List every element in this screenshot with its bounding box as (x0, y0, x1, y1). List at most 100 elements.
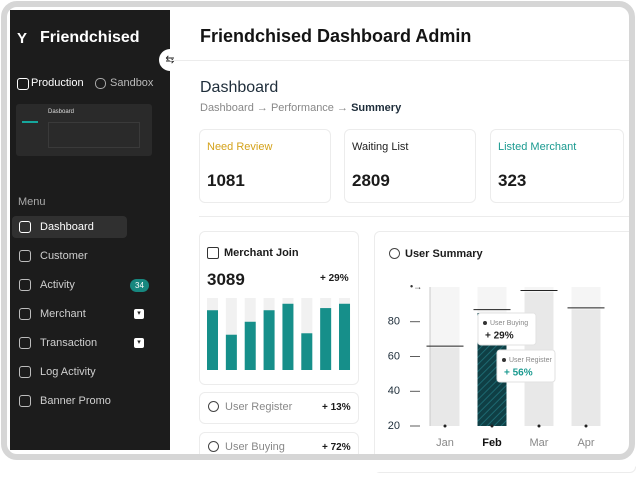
stat-card (490, 129, 624, 203)
menu-item[interactable]: Transaction (12, 332, 127, 354)
menu-item[interactable]: Banner Promo (12, 390, 127, 412)
preview-title: Dasboard (48, 109, 75, 115)
menu-text: Customer (40, 250, 88, 262)
mini-stat-change: + 72% (322, 442, 351, 453)
bar (282, 303, 294, 370)
menu-item[interactable]: Merchant (12, 303, 127, 325)
breadcrumb: Dashboard → Performance → Summery (200, 102, 402, 114)
menu-text: Dashboard (40, 221, 94, 233)
y-tick-label: 40 (388, 385, 400, 397)
card-title: Merchant Join (224, 247, 299, 259)
mini-stat-card (199, 392, 359, 424)
total: 3089 (207, 270, 245, 289)
x-tick-label: Feb (482, 437, 502, 449)
dot (443, 424, 447, 428)
badge: 34 (130, 279, 149, 292)
x-tick-label: Mar (530, 437, 549, 449)
charts: •→ 20 40 60 80 Jan Feb Mar Apr User Buying + 29% Us… (207, 281, 605, 449)
tab-icon (95, 78, 106, 89)
stat-value: 2809 (352, 171, 390, 190)
icon (19, 395, 31, 407)
menu-text: Log Activity (40, 366, 96, 378)
icon (207, 247, 219, 259)
stat-card (344, 129, 476, 203)
card-title: User Summary (405, 248, 483, 260)
menu-text: Transaction (40, 337, 98, 349)
tooltip-dot (483, 321, 487, 325)
icon (389, 248, 400, 259)
tab[interactable]: Sandbox (110, 77, 154, 89)
tooltip-title: User Register (509, 357, 552, 364)
header-title: Friendchised Dashboard Admin (200, 26, 472, 46)
stat-label: Listed Merchant (498, 141, 577, 153)
dot (490, 424, 494, 428)
dot (584, 424, 588, 428)
bar (430, 347, 460, 426)
bar (339, 303, 351, 370)
x-tick-label: Apr (577, 437, 594, 449)
brand-name: Friendchised (40, 29, 140, 46)
icon (208, 441, 219, 452)
menu-item[interactable]: Customer (12, 245, 127, 267)
icon (19, 279, 31, 291)
menu-item[interactable]: Activity (12, 274, 127, 296)
bar (263, 310, 275, 370)
x-tick-label: Jan (436, 437, 454, 449)
divider (170, 60, 630, 61)
tooltip-value: + 56% (504, 368, 533, 379)
menu-item[interactable]: Dashboard (12, 216, 127, 238)
crumb[interactable]: Performance (270, 102, 334, 114)
menu-text: Banner Promo (40, 395, 111, 407)
stat-label: Need Review (207, 141, 273, 153)
chevron[interactable]: ▾ (134, 338, 144, 348)
chevron[interactable]: ▾ (134, 309, 144, 319)
divider (199, 216, 629, 217)
tab-icon (17, 78, 29, 90)
axis-arrow: •→ (410, 281, 422, 291)
menu-item[interactable]: Log Activity (12, 361, 127, 383)
mini-stat-label: User Register (225, 401, 293, 413)
menu-text: Merchant (40, 308, 86, 320)
page-title: Dashboard (200, 79, 279, 96)
crumb[interactable]: Dashboard (200, 102, 254, 114)
brand-logo: Y (17, 30, 28, 47)
icon (19, 250, 31, 262)
icon (19, 308, 31, 320)
preview-panel (48, 122, 140, 148)
stat-card (199, 129, 331, 203)
bar (207, 310, 218, 370)
bar (301, 333, 313, 370)
icon (19, 366, 31, 378)
bar (244, 321, 256, 370)
bar (571, 309, 601, 426)
change: + 29% (320, 273, 349, 284)
icon (208, 401, 219, 412)
stat-value: 323 (498, 171, 527, 190)
tab[interactable]: Production (31, 77, 84, 89)
y-tick-label: 80 (388, 316, 400, 328)
mini-stat-change: + 13% (322, 402, 351, 413)
bar-background (225, 298, 237, 370)
tooltip (477, 312, 537, 346)
menu-label: Menu (18, 196, 46, 208)
icon (19, 221, 31, 233)
bar (320, 308, 332, 370)
menu-text: Activity (40, 279, 75, 291)
tooltip-value: + 29% (485, 331, 514, 342)
mini-stat-label: User Buying (225, 441, 285, 453)
tooltip-dot (502, 358, 506, 362)
tooltip (496, 349, 556, 383)
bar (225, 334, 237, 370)
merchant-card (199, 231, 359, 385)
icon (19, 337, 31, 349)
preview-line (22, 121, 38, 123)
stat-value: 1081 (207, 171, 245, 190)
y-tick-label: 60 (388, 350, 400, 362)
crumb-current: Summery (351, 102, 402, 114)
tooltip-title: User Buying (490, 320, 528, 327)
y-tick-label: 20 (388, 420, 400, 432)
dot (537, 424, 541, 428)
stat-label: Waiting List (352, 141, 409, 153)
